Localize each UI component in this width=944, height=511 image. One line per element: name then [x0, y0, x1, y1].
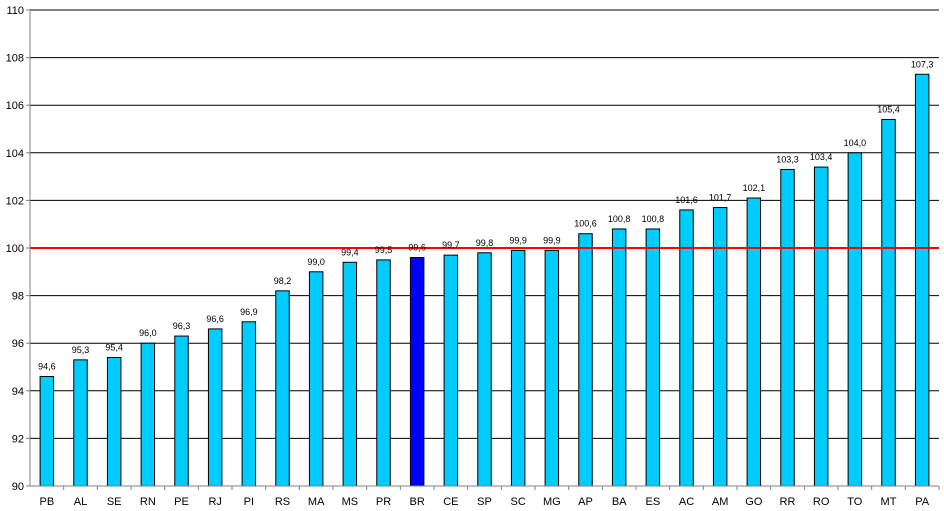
- bar-RN: [140, 342, 156, 487]
- bar-SE: [106, 356, 122, 487]
- bar-MT: [881, 118, 896, 487]
- bar-TO: [847, 152, 863, 487]
- x-tick-label-PE: PE: [174, 496, 189, 508]
- data-label-SP: 99,8: [476, 238, 494, 248]
- data-label-ES: 100,8: [642, 214, 665, 224]
- x-tick-label-SP: SP: [477, 496, 492, 508]
- x-tick-label-AM: AM: [712, 496, 729, 508]
- data-label-RN: 96,0: [139, 328, 157, 338]
- bar-SP: [477, 252, 492, 487]
- x-tick-label-PA: PA: [915, 496, 930, 508]
- bar-GO: [746, 197, 762, 487]
- data-label-BR: 99,6: [408, 243, 426, 253]
- bar-RO: [813, 166, 829, 487]
- bar-RS: [275, 290, 290, 487]
- bar-ES: [645, 228, 661, 487]
- data-label-AC: 101,6: [675, 195, 698, 205]
- x-tick-label-RO: RO: [813, 496, 830, 508]
- data-label-AM: 101,7: [709, 193, 732, 203]
- data-label-RO: 103,4: [810, 152, 833, 162]
- x-tick-label-PB: PB: [39, 496, 54, 508]
- bar-BA: [611, 228, 627, 487]
- y-tick-label: 90: [12, 481, 24, 493]
- data-label-RS: 98,2: [274, 276, 292, 286]
- data-label-MT: 105,4: [877, 104, 900, 114]
- data-label-PB: 94,6: [38, 362, 56, 372]
- y-tick-label: 102: [6, 195, 24, 207]
- data-label-MS: 99,4: [341, 247, 359, 257]
- x-tick-label-MS: MS: [342, 496, 359, 508]
- x-tick-label-RJ: RJ: [208, 496, 221, 508]
- data-label-BA: 100,8: [608, 214, 631, 224]
- x-tick-label-AP: AP: [578, 496, 593, 508]
- bar-PR: [376, 259, 391, 487]
- bar-PI: [241, 321, 257, 487]
- bar-AM: [712, 207, 728, 487]
- bar-CE: [443, 254, 459, 487]
- bar-RR: [780, 168, 795, 487]
- y-tick-label: 110: [6, 5, 24, 17]
- data-label-AL: 95,3: [72, 345, 90, 355]
- data-label-GO: 102,1: [743, 183, 766, 193]
- x-tick-label-SE: SE: [107, 496, 122, 508]
- labels: 90 92 94 96 98 100 102 104 106 108 110 94,6 PB 95,3 AL…: [6, 5, 934, 508]
- x-tick-label-BA: BA: [612, 496, 627, 508]
- y-tick-label: 106: [6, 100, 24, 112]
- data-label-PI: 96,9: [240, 307, 258, 317]
- x-tick-label-PR: PR: [376, 496, 391, 508]
- x-tick-label-ES: ES: [645, 496, 660, 508]
- data-label-RR: 103,3: [776, 154, 799, 164]
- data-label-MA: 99,0: [307, 257, 325, 267]
- bar-BR: [409, 257, 425, 487]
- bar-PE: [174, 335, 189, 487]
- x-tick-label-MG: MG: [543, 496, 561, 508]
- bar-MG: [544, 249, 560, 487]
- x-tick-label-SC: SC: [511, 496, 526, 508]
- bar-AC: [679, 209, 694, 487]
- y-tick-label: 94: [12, 386, 24, 398]
- x-tick-label-MT: MT: [881, 496, 897, 508]
- bar-MS: [342, 261, 358, 487]
- x-tick-label-AC: AC: [679, 496, 694, 508]
- x-tick-label-PI: PI: [244, 496, 254, 508]
- bar-AP: [578, 233, 593, 487]
- y-tick-label: 108: [6, 53, 24, 65]
- bar-MA: [308, 271, 324, 487]
- data-label-CE: 99,7: [442, 240, 460, 250]
- data-label-SC: 99,9: [509, 235, 527, 245]
- x-tick-label-TO: TO: [847, 496, 863, 508]
- x-tick-label-CE: CE: [443, 496, 458, 508]
- data-label-SE: 95,4: [105, 342, 123, 352]
- data-label-PE: 96,3: [173, 321, 191, 331]
- x-tick-label-RR: RR: [780, 496, 796, 508]
- x-tick-label-GO: GO: [745, 496, 763, 508]
- x-tick-label-RN: RN: [140, 496, 156, 508]
- y-tick-label: 96: [12, 338, 24, 350]
- bar-PA: [914, 73, 930, 487]
- x-tick-label-BR: BR: [410, 496, 425, 508]
- y-tick-label: 92: [12, 433, 24, 445]
- x-tick-label-MA: MA: [308, 496, 325, 508]
- bar-SC: [510, 249, 526, 487]
- data-label-RJ: 96,6: [206, 314, 224, 324]
- data-label-AP: 100,6: [574, 219, 597, 229]
- bar-RJ: [207, 328, 223, 487]
- y-tick-label: 100: [6, 243, 24, 255]
- x-tick-label-AL: AL: [74, 496, 87, 508]
- bars: [39, 73, 930, 487]
- y-tick-label: 104: [6, 148, 24, 160]
- bar-PB: [39, 376, 55, 487]
- data-label-TO: 104,0: [844, 138, 867, 148]
- bar-AL: [73, 359, 88, 487]
- data-label-PA: 107,3: [911, 59, 934, 69]
- x-tick-label-RS: RS: [275, 496, 290, 508]
- data-label-PR: 99,5: [375, 245, 393, 255]
- axes: [26, 9, 940, 490]
- data-label-MG: 99,9: [543, 235, 561, 245]
- y-tick-label: 98: [12, 291, 24, 303]
